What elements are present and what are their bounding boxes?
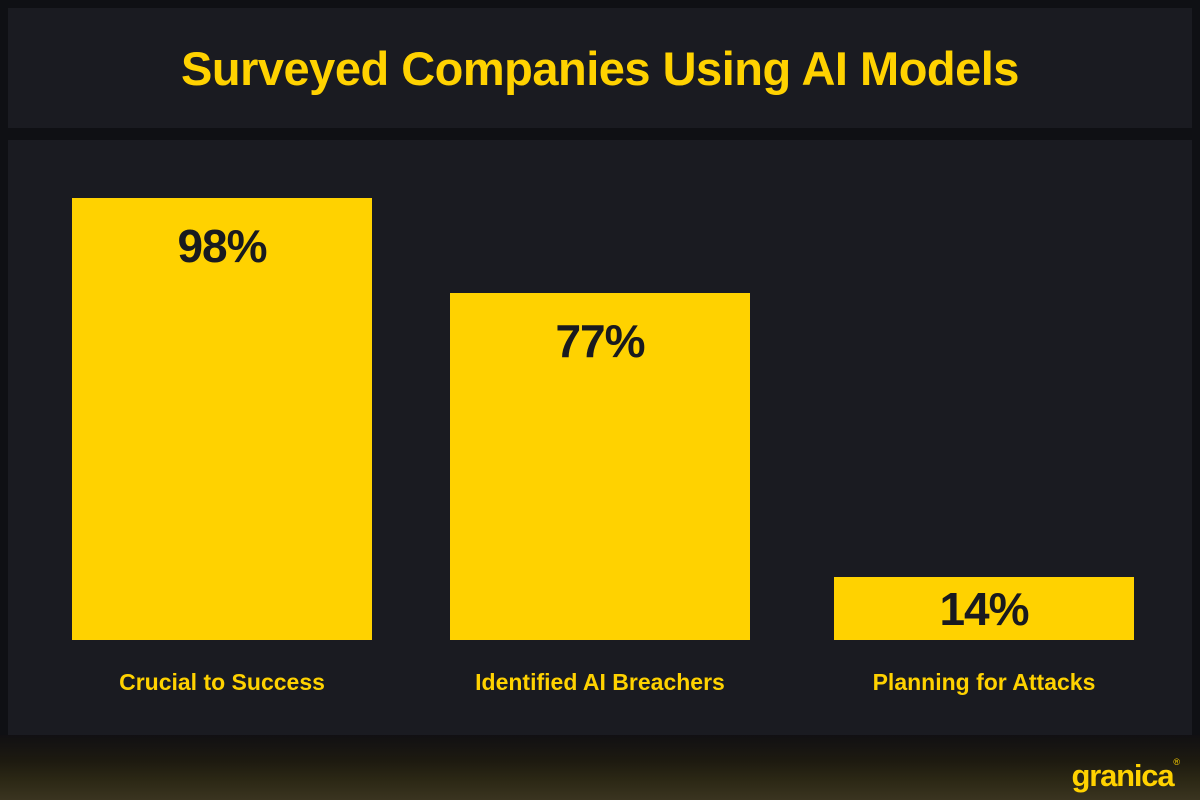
bar-category-label: Crucial to Success [119, 669, 325, 695]
bar-category-label: Planning for Attacks [872, 669, 1096, 695]
bar-value-label: 98% [177, 220, 267, 272]
bar-value-label: 77% [555, 315, 645, 367]
bar-planning-for-attacks: 14% [834, 577, 1134, 640]
footer: granica® [0, 735, 1200, 800]
granica-logo: granica® [1071, 757, 1180, 793]
page-title: Surveyed Companies Using AI Models [181, 41, 1019, 95]
bar-crucial-to-success: 98% [72, 198, 372, 640]
chart-panel: 98% 77% 14% Crucial to Success Identifie… [8, 140, 1192, 735]
bar-value-label: 14% [939, 582, 1029, 635]
registered-mark-icon: ® [1173, 757, 1180, 767]
header-panel: Surveyed Companies Using AI Models [8, 8, 1192, 128]
bar-category-label: Identified AI Breachers [475, 669, 725, 695]
logo-text: granica [1071, 758, 1174, 793]
bar-identified-ai-breachers: 77% [450, 293, 750, 640]
